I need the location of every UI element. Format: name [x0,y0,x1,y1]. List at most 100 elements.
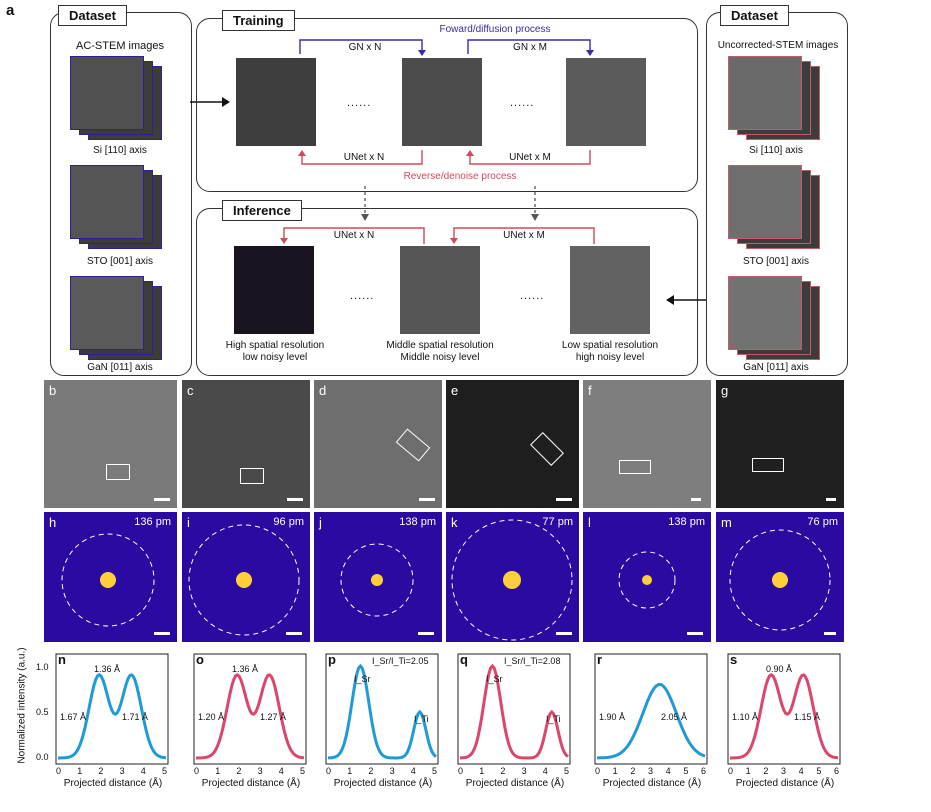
left-stack-si-label: Si [110] axis [93,145,147,156]
profile-left-n: 1.67 Å [60,712,87,722]
profile-xtick: 0 [326,766,332,776]
profile-xlabel-s: Projected distance (Å) [735,778,835,789]
right-stack-sto-label: STO [001] axis [743,256,809,267]
profile-sr-q: I_Sr [486,674,503,684]
profile-curve-o [196,672,305,760]
profile-plot-n: n 1.36 Å 1.67 Å 1.71 Å 0 1 2 3 4 5 Projected dista… [36,652,172,810]
profile-label-q: q [460,652,468,667]
profile-xlabel-p: Projected distance (Å) [333,778,433,789]
profile-xtick: 3 [781,766,787,776]
profile-plot-r: r 1.90 Å 2.05 Å 0 1 2 3 4 5 6 Projected distance (… [583,652,711,810]
forward-process-label: Foward/diffusion process [439,24,551,35]
profile-xtick: 5 [683,766,689,776]
profile-left-s: 1.10 Å [732,712,759,722]
inference-dots-2: ...... [520,290,545,302]
fft-panel-m: m 76 pm [716,512,844,642]
training-tag: Training [222,10,295,31]
profile-xtick: 1 [612,766,618,776]
inference-tag: Inference [222,200,302,221]
profile-label-s: s [730,652,738,667]
profile-ytick: 0.5 [36,707,49,717]
inference-image-2 [400,246,480,334]
inference-panel [196,208,698,376]
profile-xtick: 4 [140,766,146,776]
profile-xlabel-n: Projected distance (Å) [63,778,163,789]
profile-xtick: 2 [98,766,104,776]
fft-panel-h: h 136 pm [44,512,177,642]
reverse-process-label: Reverse/denoise process [403,171,517,182]
profile-xtick: 5 [162,766,168,776]
inference-image-3 [570,246,650,334]
profile-ti-p: I_Ti [414,714,429,724]
profile-xtick: 3 [648,766,654,776]
fft-panel-l: l 138 pm [583,512,711,642]
profile-sr-p: I_Sr [354,674,371,684]
profile-curve-q [460,663,569,760]
unet-n-label: UNet x N [343,152,385,163]
stem-image-c: c [182,380,310,508]
training-image-3 [566,58,646,146]
inference-caption-3: Low spatial resolution high noisy level [561,340,659,363]
inference-unet-m-label: UNet x M [503,230,545,241]
profile-curve-s [730,672,839,760]
training-panel [196,18,698,192]
profile-xtick: 4 [798,766,804,776]
profile-right-r: 2.05 Å [661,712,688,722]
profile-xtick: 1 [77,766,83,776]
inference-caption-1: High spatial resolution low noisy level [225,340,325,363]
profile-xlabel-o: Projected distance (Å) [201,778,301,789]
gn-n-label: GN x N [348,42,382,53]
left-stack-sto-label: STO [001] axis [87,256,153,267]
profile-ti-q: I_Ti [546,714,561,724]
profile-xtick: 6 [834,766,840,776]
dashed-arrows [361,186,539,221]
profile-ytick: 0.0 [36,752,49,762]
profile-xtick: 5 [816,766,822,776]
profile-xlabel-r: Projected distance (Å) [602,778,702,789]
unet-m-label: UNet x M [509,152,551,163]
profile-xtick: 4 [278,766,284,776]
left-stack-gan-label: GaN [011] axis [87,362,153,373]
profile-right-s: 1.15 Å [794,712,821,722]
stem-image-f: f [583,380,711,508]
stem-image-g: g [716,380,844,508]
training-image-2 [402,58,482,146]
training-dots-1: ...... [347,97,372,109]
profile-xtick: 1 [479,766,485,776]
profile-plot-p: p I_Sr/I_Ti=2.05 I_Sr I_Ti 0 1 2 3 4 5 Projected d… [314,652,442,810]
profile-label-r: r [597,652,603,667]
profile-top-s: 0.90 Å [766,664,793,674]
right-dataset-tag: Dataset [720,5,789,26]
profile-top-o: 1.36 Å [232,664,259,674]
profile-xtick: 6 [701,766,707,776]
fft-panel-k: k 77 pm [446,512,579,642]
inference-arrows [280,227,595,244]
forward-arrows [299,39,594,56]
profile-xtick: 3 [521,766,527,776]
training-image-1 [236,58,316,146]
right-stack-si-label: Si [110] axis [749,145,803,156]
profile-left-r: 1.90 Å [599,712,626,722]
profile-ytick: 1.0 [36,662,49,672]
profile-xtick: 3 [257,766,263,776]
arrow-left-icon [666,295,706,305]
profile-xtick: 2 [630,766,636,776]
profile-xtick: 5 [300,766,306,776]
profile-label-o: o [196,652,204,667]
profile-top-n: 1.36 Å [94,664,121,674]
left-dataset-title: AC-STEM images [75,40,165,52]
profile-ratio-q: I_Sr/I_Ti=2.08 [504,656,561,666]
profile-plot-s: s 0.90 Å 1.10 Å 1.15 Å 0 1 2 3 4 5 6 Projected dist… [716,652,844,810]
arrow-right-icon [190,97,230,107]
profile-xtick: 3 [389,766,395,776]
profile-xtick: 2 [763,766,769,776]
profile-xtick: 0 [728,766,734,776]
profile-xtick: 1 [215,766,221,776]
left-dataset-tag: Dataset [58,5,127,26]
profile-right-n: 1.71 Å [122,712,149,722]
stem-image-d: d [314,380,442,508]
profile-plot-q: q I_Sr/I_Ti=2.08 I_Sr I_Ti 0 1 2 3 4 5 Projected d… [446,652,574,810]
right-dataset-title: Uncorrected-STEM images [717,40,839,51]
reverse-arrows [298,150,591,165]
profile-xtick: 2 [368,766,374,776]
